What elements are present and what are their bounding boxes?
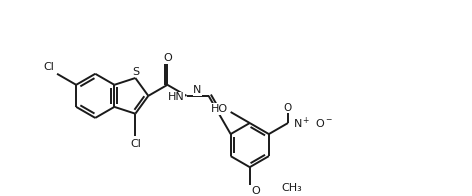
Text: HO: HO xyxy=(211,104,228,114)
Text: CH₃: CH₃ xyxy=(281,183,302,193)
Text: N: N xyxy=(194,85,202,95)
Text: O: O xyxy=(164,53,173,63)
Text: Cl: Cl xyxy=(43,62,54,72)
Text: S: S xyxy=(133,67,140,77)
Text: O: O xyxy=(252,186,261,196)
Text: O$^-$: O$^-$ xyxy=(315,117,333,129)
Text: Cl: Cl xyxy=(130,139,141,149)
Text: HN: HN xyxy=(168,92,184,102)
Text: O: O xyxy=(284,103,292,113)
Text: N$^+$: N$^+$ xyxy=(293,115,310,131)
